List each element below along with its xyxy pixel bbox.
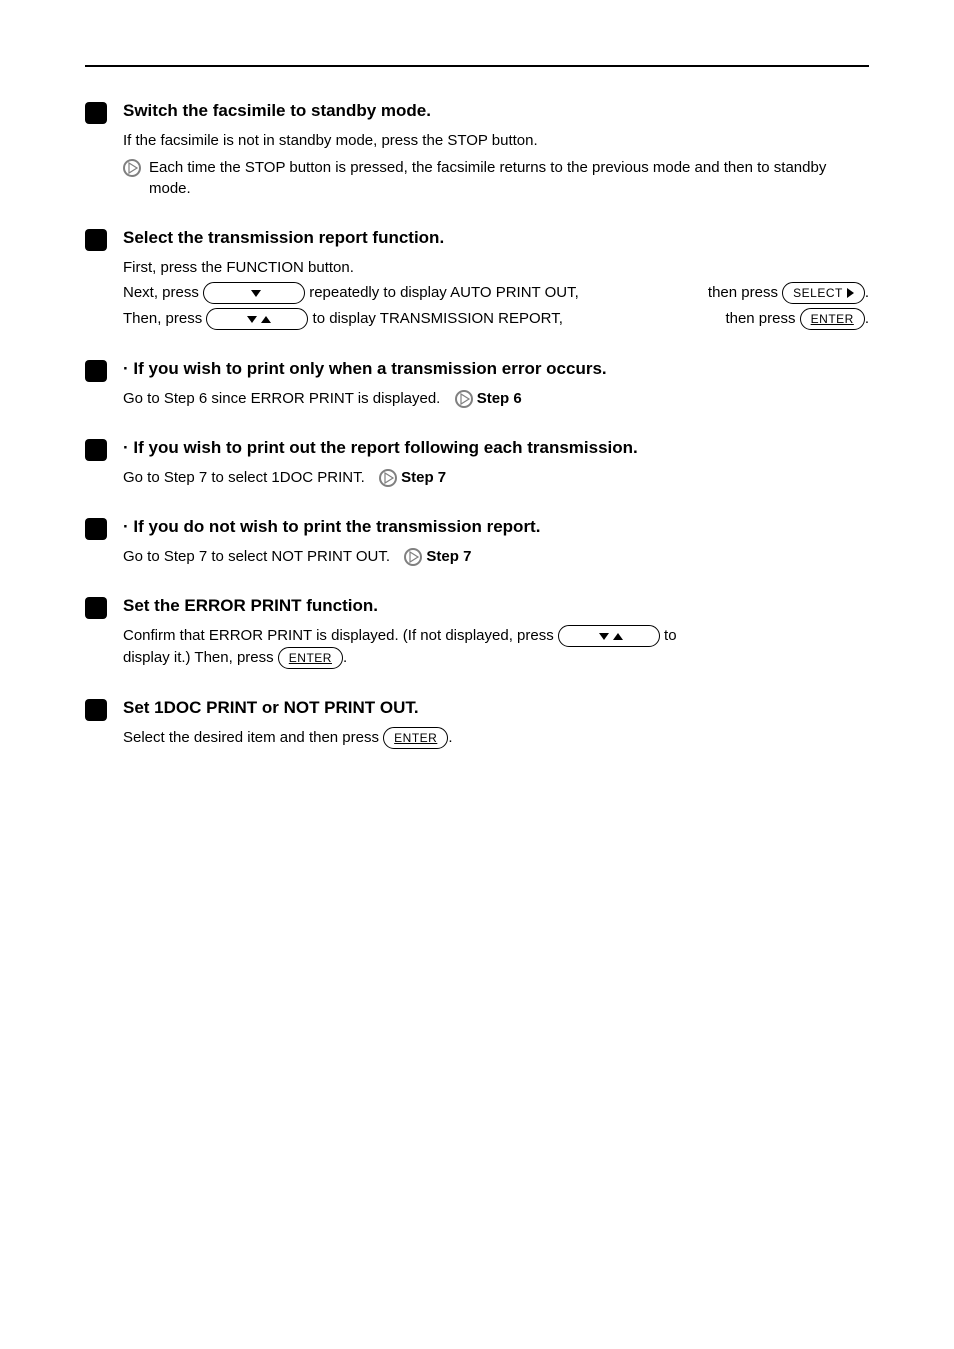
step-sub: Select the desired item and then press E… [123, 727, 869, 749]
step-5: · If you do not wish to print the transm… [85, 516, 869, 567]
step-sub: If the facsimile is not in standby mode,… [123, 130, 869, 151]
step-1: Switch the facsimile to standby mode. If… [85, 100, 869, 199]
press-right: then press SELECT. [708, 282, 869, 304]
step-7: Set 1DOC PRINT or NOT PRINT OUT. Select … [85, 697, 869, 749]
step-2: Select the transmission report function.… [85, 227, 869, 330]
step-title: Switch the facsimile to standby mode. [123, 100, 431, 123]
step-title: · If you wish to print only when a trans… [123, 358, 607, 381]
step-title: · If you wish to print out the report fo… [123, 437, 638, 460]
step-head: Select the transmission report function. [85, 227, 869, 251]
step-title: Set 1DOC PRINT or NOT PRINT OUT. [123, 697, 419, 720]
step-title: · If you do not wish to print the transm… [123, 516, 540, 539]
pill-downup [206, 308, 308, 330]
pill-downup [558, 625, 660, 647]
bullet-text: Each time the STOP button is pressed, th… [149, 157, 869, 199]
arrow-bullet-icon [123, 159, 141, 177]
pill-select: SELECT [782, 282, 865, 304]
step-sub: First, press the FUNCTION button. [123, 257, 869, 278]
step-head: Set the ERROR PRINT function. [85, 595, 869, 619]
page: Switch the facsimile to standby mode. If… [0, 0, 954, 1349]
step-square [85, 439, 107, 461]
step-4: · If you wish to print out the report fo… [85, 437, 869, 488]
step-3: · If you wish to print only when a trans… [85, 358, 869, 409]
step-square [85, 102, 107, 124]
step-bullet-line: Each time the STOP button is pressed, th… [123, 157, 869, 199]
step-square [85, 229, 107, 251]
step-sub: Go to Step 7 to select NOT PRINT OUT. St… [123, 546, 869, 567]
step-head: · If you do not wish to print the transm… [85, 516, 869, 540]
goto-icon [404, 548, 426, 565]
step-square [85, 360, 107, 382]
step-head: Set 1DOC PRINT or NOT PRINT OUT. [85, 697, 869, 721]
pill-enter: ENTER [800, 308, 865, 330]
top-rule [85, 65, 869, 67]
step-square [85, 518, 107, 540]
content: Switch the facsimile to standby mode. If… [85, 100, 869, 749]
step-sub: Go to Step 6 since ERROR PRINT is displa… [123, 388, 869, 409]
goto-target: Step 6 [477, 390, 522, 407]
step-head: Switch the facsimile to standby mode. [85, 100, 869, 124]
press-left: Then, press to display TRANSMISSION REPO… [123, 308, 563, 330]
pill-enter: ENTER [383, 727, 448, 749]
step-head: · If you wish to print out the report fo… [85, 437, 869, 461]
step-square [85, 699, 107, 721]
step-head: · If you wish to print only when a trans… [85, 358, 869, 382]
press-right: then press ENTER. [725, 308, 869, 330]
pill-down [203, 282, 305, 304]
goto-icon [379, 469, 401, 486]
step-6: Set the ERROR PRINT function. Confirm th… [85, 595, 869, 669]
step-sub: Next, press repeatedly to display AUTO P… [123, 282, 869, 304]
goto-target: Step 7 [426, 548, 471, 565]
step-sub: Confirm that ERROR PRINT is displayed. (… [123, 625, 869, 669]
step-title: Set the ERROR PRINT function. [123, 595, 378, 618]
press-left: Next, press repeatedly to display AUTO P… [123, 282, 579, 304]
step-square [85, 597, 107, 619]
step-sub: Go to Step 7 to select 1DOC PRINT. Step … [123, 467, 869, 488]
goto-target: Step 7 [401, 469, 446, 486]
goto-icon [455, 390, 477, 407]
pill-enter: ENTER [278, 647, 343, 669]
step-title: Select the transmission report function. [123, 227, 444, 250]
step-sub: Then, press to display TRANSMISSION REPO… [123, 308, 869, 330]
